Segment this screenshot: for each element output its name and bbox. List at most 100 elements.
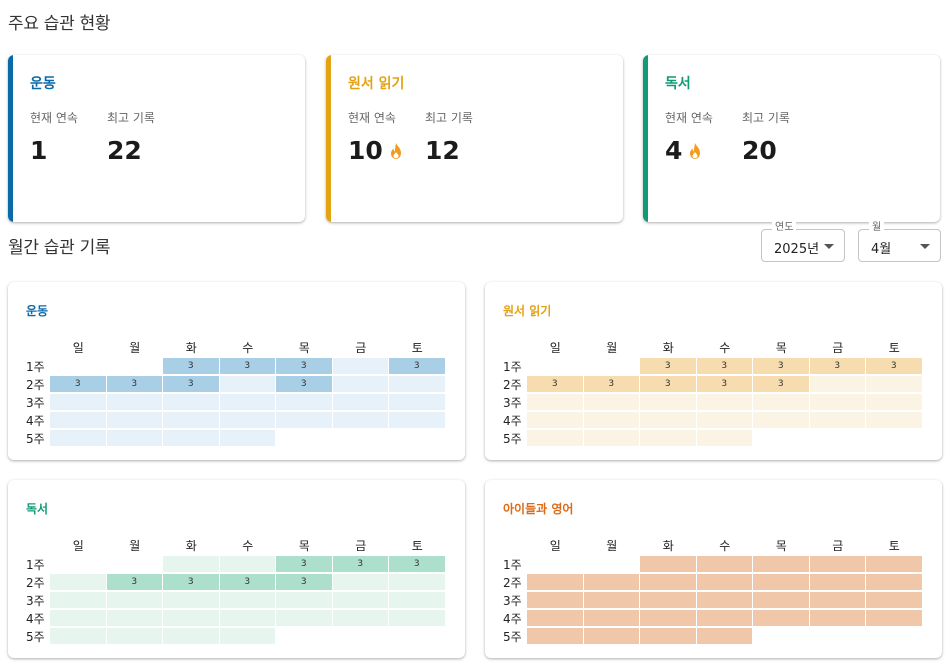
day-cell[interactable]: [696, 393, 753, 411]
day-cell[interactable]: [389, 609, 446, 627]
day-cell[interactable]: [332, 411, 389, 429]
day-cell[interactable]: [809, 591, 866, 609]
day-cell[interactable]: [332, 591, 389, 609]
day-cell[interactable]: 3: [809, 357, 866, 375]
day-cell[interactable]: [50, 609, 107, 627]
day-cell[interactable]: [389, 393, 446, 411]
day-cell[interactable]: [583, 627, 640, 645]
day-cell[interactable]: [106, 357, 163, 375]
day-cell[interactable]: [219, 411, 276, 429]
day-cell[interactable]: 3: [753, 375, 810, 393]
day-cell[interactable]: [389, 411, 446, 429]
day-cell[interactable]: [753, 627, 810, 645]
year-select[interactable]: 연도 2025년: [761, 222, 845, 262]
day-cell[interactable]: [583, 393, 640, 411]
day-cell[interactable]: 3: [276, 555, 333, 573]
day-cell[interactable]: 3: [50, 375, 107, 393]
day-cell[interactable]: 3: [753, 357, 810, 375]
day-cell[interactable]: [866, 555, 923, 573]
day-cell[interactable]: 3: [640, 375, 697, 393]
day-cell[interactable]: [332, 393, 389, 411]
day-cell[interactable]: [276, 609, 333, 627]
day-cell[interactable]: [106, 411, 163, 429]
day-cell[interactable]: 3: [696, 357, 753, 375]
day-cell[interactable]: 3: [389, 555, 446, 573]
day-cell[interactable]: [809, 609, 866, 627]
day-cell[interactable]: [583, 591, 640, 609]
day-cell[interactable]: [696, 555, 753, 573]
day-cell[interactable]: 3: [219, 357, 276, 375]
day-cell[interactable]: [809, 627, 866, 645]
day-cell[interactable]: [866, 609, 923, 627]
day-cell[interactable]: [696, 609, 753, 627]
day-cell[interactable]: [389, 429, 446, 447]
day-cell[interactable]: [640, 609, 697, 627]
day-cell[interactable]: [583, 357, 640, 375]
day-cell[interactable]: [276, 627, 333, 645]
day-cell[interactable]: [640, 393, 697, 411]
day-cell[interactable]: [640, 573, 697, 591]
day-cell[interactable]: 3: [276, 375, 333, 393]
day-cell[interactable]: [219, 555, 276, 573]
day-cell[interactable]: [276, 411, 333, 429]
day-cell[interactable]: [50, 429, 107, 447]
day-cell[interactable]: [276, 393, 333, 411]
day-cell[interactable]: [332, 627, 389, 645]
day-cell[interactable]: [106, 609, 163, 627]
day-cell[interactable]: 3: [866, 357, 923, 375]
day-cell[interactable]: [527, 573, 584, 591]
day-cell[interactable]: [106, 429, 163, 447]
day-cell[interactable]: 3: [696, 375, 753, 393]
day-cell[interactable]: [219, 591, 276, 609]
day-cell[interactable]: [696, 573, 753, 591]
day-cell[interactable]: [527, 627, 584, 645]
day-cell[interactable]: [276, 429, 333, 447]
day-cell[interactable]: [389, 573, 446, 591]
day-cell[interactable]: [106, 555, 163, 573]
day-cell[interactable]: [332, 573, 389, 591]
day-cell[interactable]: [753, 591, 810, 609]
day-cell[interactable]: [583, 609, 640, 627]
month-select[interactable]: 월 4월: [858, 222, 941, 262]
day-cell[interactable]: 3: [163, 357, 220, 375]
day-cell[interactable]: [866, 627, 923, 645]
day-cell[interactable]: [640, 411, 697, 429]
day-cell[interactable]: [753, 609, 810, 627]
day-cell[interactable]: 3: [527, 375, 584, 393]
day-cell[interactable]: 3: [640, 357, 697, 375]
day-cell[interactable]: [163, 411, 220, 429]
day-cell[interactable]: [753, 429, 810, 447]
day-cell[interactable]: [809, 555, 866, 573]
day-cell[interactable]: [163, 393, 220, 411]
day-cell[interactable]: [50, 627, 107, 645]
day-cell[interactable]: [389, 627, 446, 645]
day-cell[interactable]: [527, 555, 584, 573]
day-cell[interactable]: [640, 627, 697, 645]
day-cell[interactable]: [219, 609, 276, 627]
day-cell[interactable]: [106, 393, 163, 411]
day-cell[interactable]: [527, 609, 584, 627]
day-cell[interactable]: [163, 555, 220, 573]
day-cell[interactable]: [809, 573, 866, 591]
day-cell[interactable]: [50, 555, 107, 573]
day-cell[interactable]: [276, 591, 333, 609]
day-cell[interactable]: [809, 375, 866, 393]
day-cell[interactable]: 3: [106, 375, 163, 393]
day-cell[interactable]: [332, 429, 389, 447]
day-cell[interactable]: [219, 393, 276, 411]
day-cell[interactable]: [527, 393, 584, 411]
day-cell[interactable]: [50, 573, 107, 591]
day-cell[interactable]: [866, 573, 923, 591]
day-cell[interactable]: [696, 411, 753, 429]
day-cell[interactable]: 3: [163, 573, 220, 591]
day-cell[interactable]: [583, 429, 640, 447]
day-cell[interactable]: 3: [583, 375, 640, 393]
day-cell[interactable]: 3: [219, 573, 276, 591]
day-cell[interactable]: [106, 627, 163, 645]
day-cell[interactable]: [50, 357, 107, 375]
day-cell[interactable]: [219, 429, 276, 447]
day-cell[interactable]: [106, 591, 163, 609]
day-cell[interactable]: [50, 591, 107, 609]
day-cell[interactable]: 3: [389, 357, 446, 375]
day-cell[interactable]: [753, 393, 810, 411]
